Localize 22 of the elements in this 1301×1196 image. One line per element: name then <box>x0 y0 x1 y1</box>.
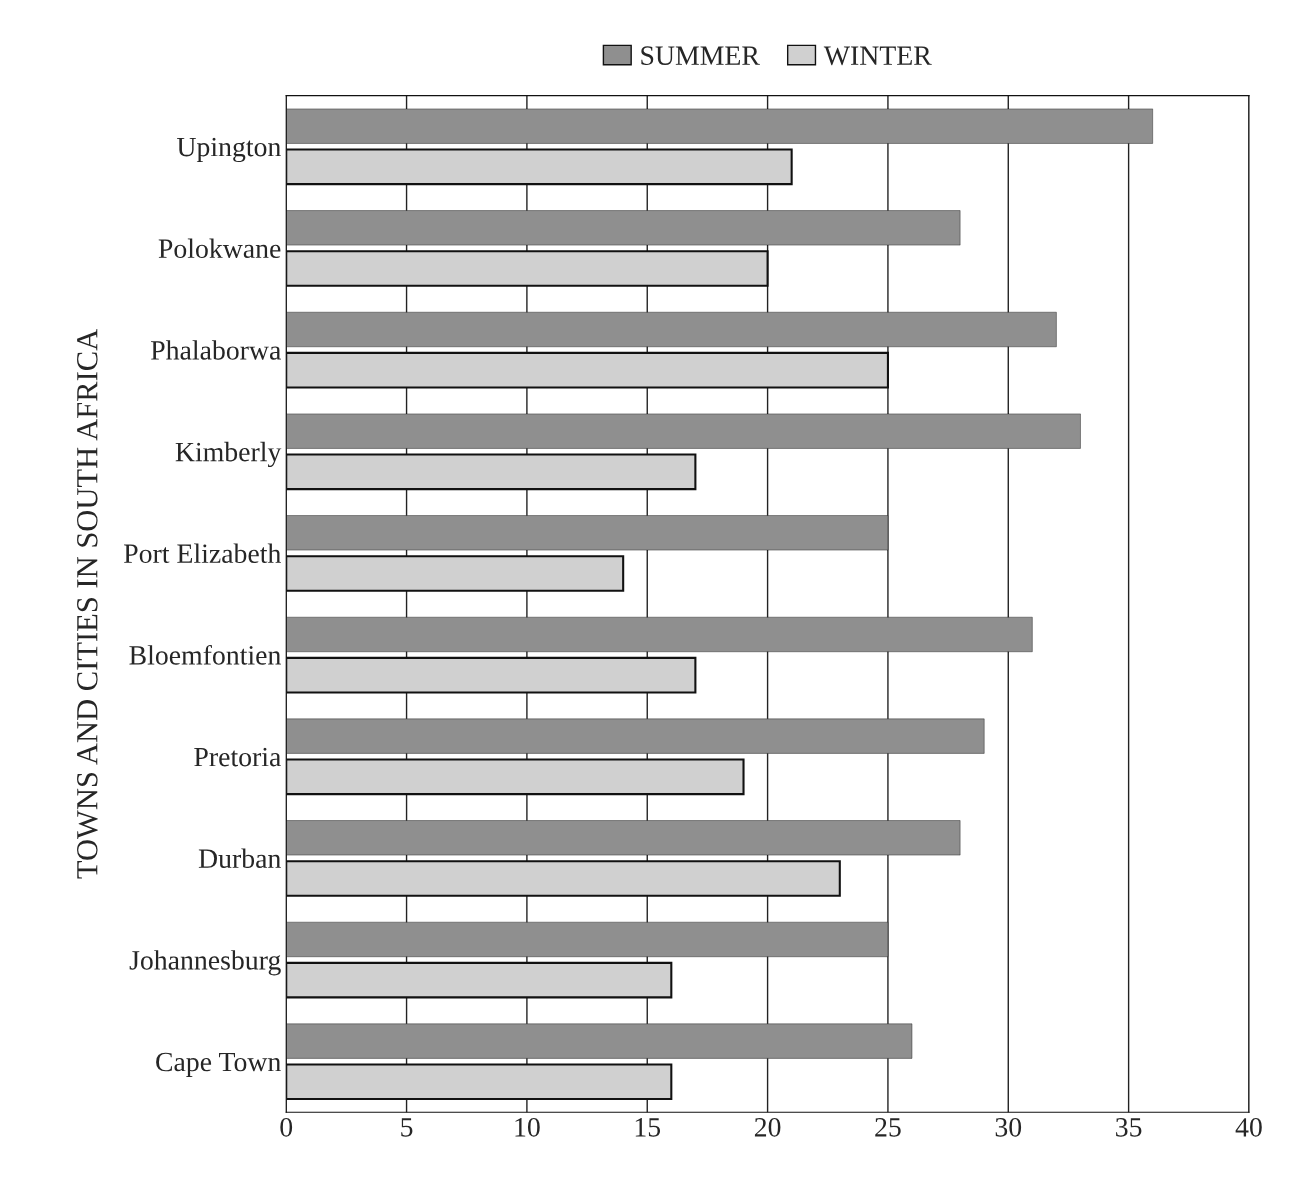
x-tick-label: 20 <box>754 1117 781 1137</box>
y-tick-label: Cape Town <box>156 1052 281 1077</box>
y-tick-label: Upington <box>177 137 281 163</box>
y-tick-label: Pretoria <box>194 747 281 767</box>
y-tick-label: Phalaborwa <box>151 340 281 360</box>
x-tick-label: 15 <box>635 1118 661 1137</box>
y-tick-label: Port Elizabeth <box>124 543 281 564</box>
x-tick-label: 40 <box>1235 1117 1262 1137</box>
legend-label: WINTER <box>823 46 932 66</box>
y-tick-label: Bloemfontien <box>129 644 281 665</box>
legend-label: SUMMER <box>641 46 760 66</box>
y-tick-label: Kimberly <box>175 441 282 468</box>
x-tick-label: 30 <box>995 1117 1022 1137</box>
x-tick-label: 0 <box>280 1117 293 1137</box>
y-tick-label: Polokwane <box>158 238 281 259</box>
y-axis-title: TOWNS AND CITIES IN SOUTH AFRICA <box>77 329 98 879</box>
y-tick-label: Johannesburg <box>129 950 281 976</box>
x-tick-label: 25 <box>875 1118 901 1137</box>
x-tick-label: 35 <box>1116 1118 1142 1137</box>
y-tick-label: Durban <box>198 848 281 869</box>
x-tick-label: 5 <box>401 1118 413 1137</box>
x-tick-label: 10 <box>515 1117 540 1137</box>
